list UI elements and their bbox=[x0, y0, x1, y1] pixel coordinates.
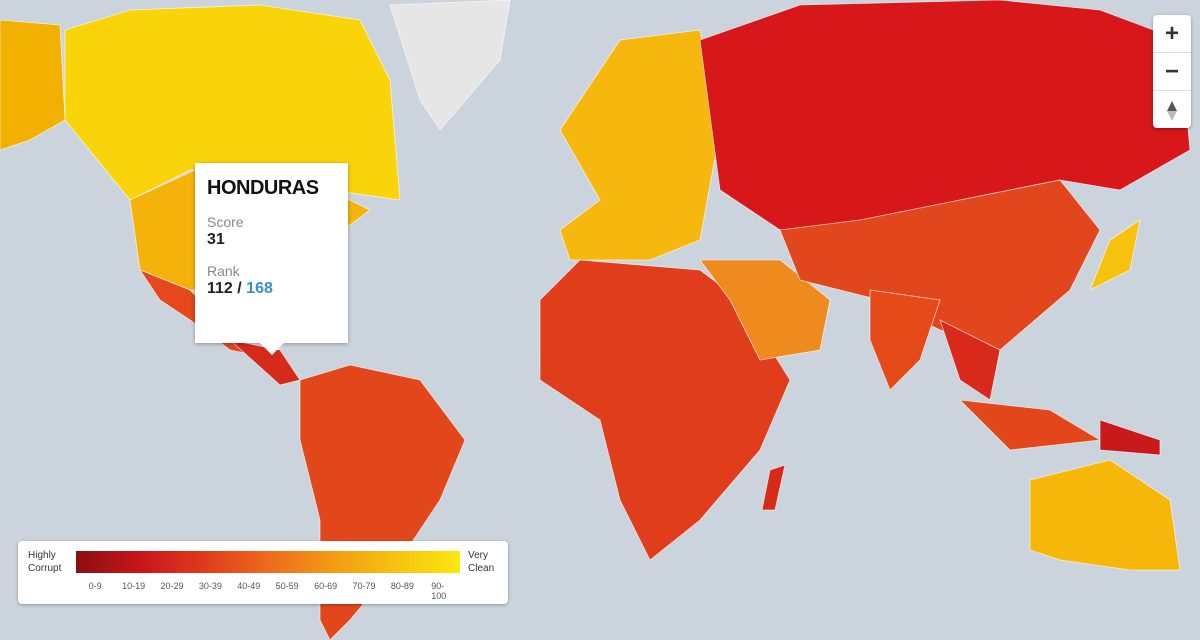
southeast-asia bbox=[939, 319, 1001, 401]
china-central-asia bbox=[779, 179, 1101, 351]
country-name: HONDURAS bbox=[207, 177, 319, 199]
alaska bbox=[0, 19, 66, 151]
legend-gradient bbox=[76, 551, 460, 573]
legend-range-label: 60-69 bbox=[314, 581, 338, 591]
compass-icon bbox=[1167, 100, 1177, 121]
legend-range-label: 30-39 bbox=[198, 581, 222, 591]
middle-east bbox=[699, 259, 831, 361]
papua-new-guinea bbox=[1099, 419, 1161, 456]
country-tooltip: HONDURAS Score 31 Rank 112 / 168 bbox=[195, 163, 348, 355]
europe bbox=[559, 29, 721, 261]
rank-label: Rank bbox=[207, 263, 240, 279]
rank-value: 112 / 168 bbox=[207, 280, 336, 298]
legend: Highly Corrupt Very Clean 0-9 10-19 20-29 3… bbox=[18, 541, 508, 604]
zoom-in-button[interactable]: + bbox=[1153, 15, 1191, 53]
legend-range-label: 10-19 bbox=[122, 581, 146, 591]
madagascar bbox=[761, 464, 786, 511]
score-value: 31 bbox=[207, 231, 225, 248]
canada bbox=[64, 4, 401, 201]
rank-separator: / bbox=[237, 280, 242, 297]
legend-range-label: 90-100 bbox=[431, 581, 447, 601]
legend-range-label: 20-29 bbox=[160, 581, 184, 591]
legend-range-label: 0-9 bbox=[88, 581, 102, 591]
legend-range-label: 80-89 bbox=[390, 581, 414, 591]
legend-range-label: 70-79 bbox=[352, 581, 376, 591]
legend-low-label: Highly Corrupt bbox=[28, 550, 62, 574]
zoom-out-button[interactable]: − bbox=[1153, 53, 1191, 91]
russia bbox=[699, 0, 1191, 231]
africa bbox=[539, 259, 791, 561]
greenland bbox=[389, 0, 511, 131]
legend-range-label: 50-59 bbox=[275, 581, 299, 591]
legend-high-label: Very Clean bbox=[468, 550, 495, 574]
rank-total: 168 bbox=[246, 280, 273, 297]
japan bbox=[1089, 219, 1141, 291]
compass-button[interactable] bbox=[1153, 91, 1191, 128]
legend-range-label: 40-49 bbox=[237, 581, 261, 591]
indonesia bbox=[958, 399, 1102, 451]
legend-ticks: 0-9 10-19 20-29 30-39 40-49 50-59 60-69 70-79 80… bbox=[76, 581, 460, 601]
rank: 112 bbox=[207, 280, 233, 297]
score-label: Score bbox=[207, 214, 244, 230]
india bbox=[869, 289, 941, 391]
australia bbox=[1029, 459, 1181, 571]
zoom-control: + − bbox=[1153, 15, 1191, 128]
